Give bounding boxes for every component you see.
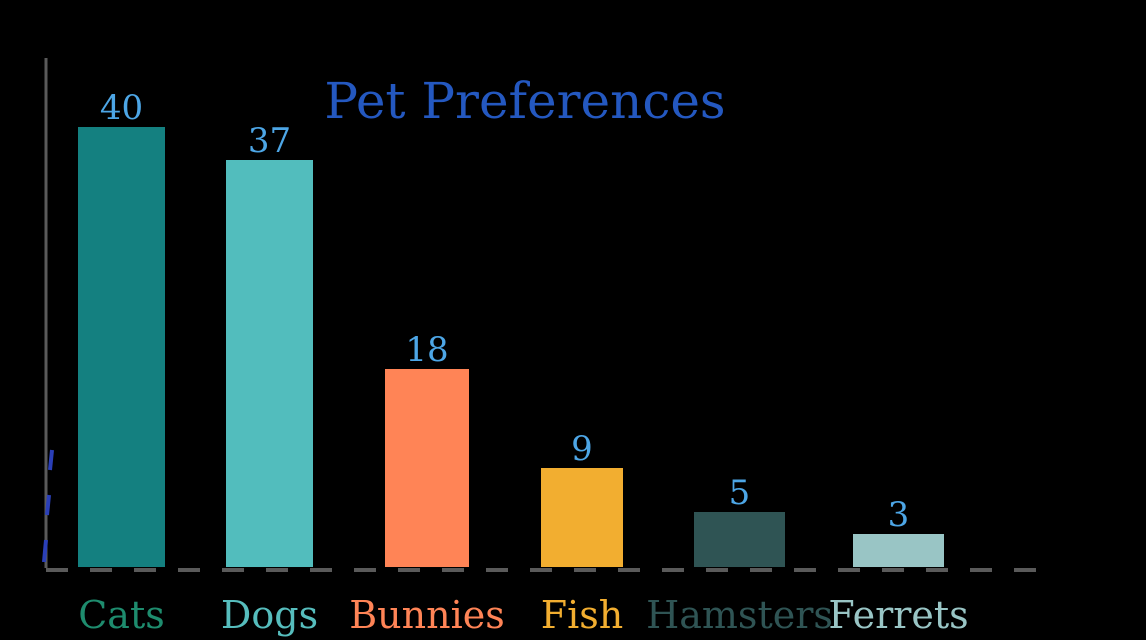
y-axis-tick [42, 539, 48, 563]
y-axis-tick [48, 449, 54, 471]
category-label-cats: Cats [78, 593, 165, 637]
category-label-fish: Fish [541, 593, 624, 637]
category-label-bunnies: Bunnies [349, 593, 505, 637]
bar-ferrets [853, 534, 944, 567]
bar-hamsters [694, 512, 785, 567]
category-label-hamsters: Hamsters [646, 593, 833, 637]
bar-bunnies [385, 369, 469, 567]
category-label-ferrets: Ferrets [828, 593, 968, 637]
chart-title: Pet Preferences [324, 72, 725, 130]
value-label-hamsters: 5 [729, 473, 751, 513]
value-label-cats: 40 [100, 88, 143, 128]
bar-cats [78, 127, 165, 567]
bar-dogs [226, 160, 313, 567]
value-label-dogs: 37 [248, 121, 291, 161]
value-label-ferrets: 3 [888, 495, 910, 535]
value-label-bunnies: 18 [405, 330, 448, 370]
value-label-fish: 9 [571, 429, 593, 469]
category-label-dogs: Dogs [221, 593, 318, 637]
y-axis-tick [45, 494, 51, 516]
bar-fish [541, 468, 623, 567]
